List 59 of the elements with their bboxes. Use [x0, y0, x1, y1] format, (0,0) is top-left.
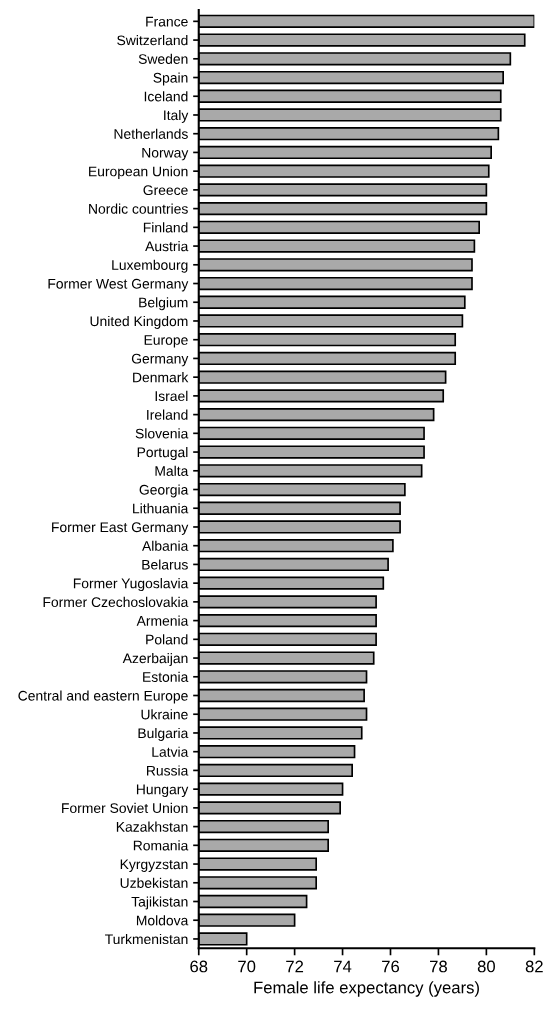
y-tick-label: Ireland	[147, 409, 188, 420]
y-tick-label: Europe	[144, 335, 188, 348]
y-tick-label: Ukraine	[141, 709, 188, 720]
y-tick-label: Former East Germany	[52, 522, 189, 535]
y-tick-label: Estonia	[143, 671, 189, 682]
y-tick-label: Belarus	[142, 559, 188, 570]
x-tick-label: 72	[286, 960, 304, 973]
y-tick-label: Former West Germany	[48, 278, 189, 292]
y-tick-label: Former Yugoslavia	[73, 578, 189, 592]
y-tick-label: Former Soviet Union	[62, 802, 188, 814]
x-tick-label: 70	[238, 960, 256, 973]
y-tick-label: Spain	[153, 72, 188, 86]
y-tick-label: Germany	[131, 353, 189, 367]
x-tick-label: 68	[190, 960, 208, 973]
y-tick-label: Latvia	[152, 746, 189, 757]
x-tick-label: 80	[477, 960, 495, 973]
y-tick-label: Poland	[146, 634, 188, 645]
y-tick-label: European Union	[89, 166, 188, 180]
y-tick-label: Uzbekistan	[120, 877, 188, 888]
y-tick-label: Central and eastern Europe	[18, 690, 188, 704]
y-tick-label: Finland	[143, 222, 188, 233]
y-tick-label: Israel	[155, 390, 188, 402]
y-tick-label: United Kingdom	[90, 315, 188, 329]
x-tick-label: 78	[430, 960, 447, 973]
y-tick-label: Moldova	[136, 915, 189, 926]
y-tick-label: Azerbaijan	[122, 653, 188, 666]
y-tick-label: Kazakhstan	[116, 821, 188, 832]
y-tick-label: Kyrgyzstan	[120, 859, 188, 872]
x-tick-label: 74	[334, 960, 352, 973]
y-tick-label: Norway	[142, 147, 189, 161]
y-tick-label: Slovenia	[135, 428, 189, 439]
y-tick-label: Armenia	[136, 615, 189, 626]
y-tick-label: Turkmenistan	[105, 933, 188, 945]
y-tick-label: Italy	[164, 109, 189, 123]
x-axis-title: Female life expectancy (years)	[254, 981, 479, 997]
y-tick-label: Albania	[142, 540, 189, 551]
y-tick-label: Switzerland	[117, 35, 188, 46]
y-tick-label: Denmark	[133, 372, 189, 383]
y-tick-label: Tajikistan	[131, 896, 188, 910]
y-tick-label: Austria	[145, 241, 189, 252]
y-tick-label: Iceland	[144, 91, 188, 102]
y-tick-label: Romania	[133, 840, 189, 851]
x-tick-label: 76	[382, 960, 400, 973]
y-tick-label: Portugal	[137, 447, 188, 460]
y-tick-label: Lithuania	[133, 503, 189, 514]
y-tick-label: Greece	[143, 185, 188, 196]
y-tick-label: Netherlands	[114, 128, 188, 139]
y-tick-label: Sweden	[138, 53, 188, 64]
y-tick-label: Belgium	[139, 297, 188, 311]
y-tick-label: France	[146, 16, 188, 27]
y-tick-label: Russia	[147, 765, 189, 776]
y-tick-label: Bulgaria	[138, 727, 189, 741]
y-tick-label: Luxembourg	[112, 259, 188, 273]
y-tick-label: Hungary	[136, 784, 189, 798]
y-tick-label: Former Czechoslovakia	[43, 596, 189, 608]
y-tick-label: Malta	[155, 465, 189, 476]
y-tick-label: Nordic countries	[89, 203, 188, 214]
y-tick-label: Georgia	[139, 484, 189, 498]
x-tick-label: 82	[525, 960, 543, 973]
